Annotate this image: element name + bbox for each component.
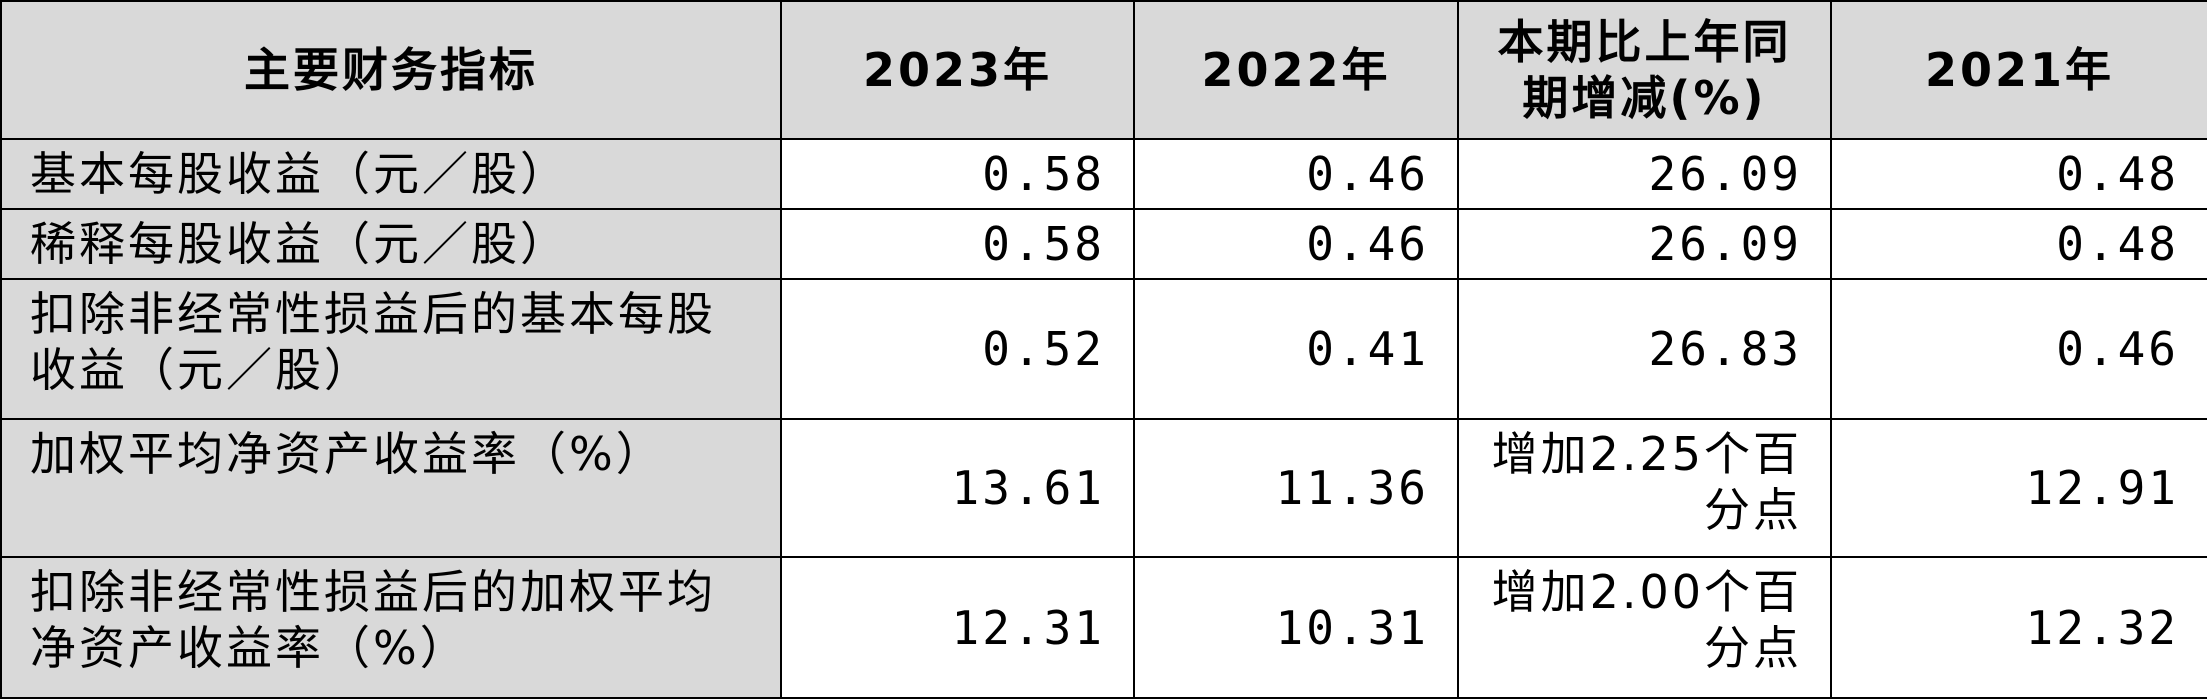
header-cell: 2023年 [780,0,1135,140]
value-cell: 12.32 [1830,556,2207,699]
row-label: 扣除非经常性损益后的加权平均净资产收益率（%） [0,556,782,699]
header-row: 主要财务指标 2023年 2022年 本期比上年同期增减(%) 2021年 [0,0,2207,140]
value-cell: 0.48 [1830,138,2207,210]
row-label: 加权平均净资产收益率（%） [0,418,782,558]
table-row: 基本每股收益（元／股） 0.58 0.46 26.09 0.48 [0,138,2207,210]
value-cell: 0.46 [1830,278,2207,420]
row-label: 稀释每股收益（元／股） [0,208,782,280]
header-cell: 2021年 [1830,0,2207,140]
value-cell: 0.48 [1830,208,2207,280]
value-cell: 12.91 [1830,418,2207,558]
header-cell: 本期比上年同期增减(%) [1457,0,1832,140]
value-cell: 0.46 [1133,208,1459,280]
table-row: 加权平均净资产收益率（%） 13.61 11.36 增加2.25个百分点 12.91 [0,418,2207,558]
table-row: 扣除非经常性损益后的基本每股收益（元／股） 0.52 0.41 26.83 0.46 [0,278,2207,420]
value-cell: 0.46 [1133,138,1459,210]
table-row: 扣除非经常性损益后的加权平均净资产收益率（%） 12.31 10.31 增加2.00个… [0,556,2207,699]
value-cell: 0.58 [780,138,1135,210]
table-body: 基本每股收益（元／股） 0.58 0.46 26.09 0.48 稀释每股收益（元／股） 0… [0,138,2207,699]
value-cell: 26.09 [1457,208,1832,280]
row-label: 扣除非经常性损益后的基本每股收益（元／股） [0,278,782,420]
value-cell: 0.58 [780,208,1135,280]
value-cell: 12.31 [780,556,1135,699]
value-cell: 0.52 [780,278,1135,420]
row-label: 基本每股收益（元／股） [0,138,782,210]
value-cell: 11.36 [1133,418,1459,558]
value-cell: 0.41 [1133,278,1459,420]
header-cell: 2022年 [1133,0,1459,140]
value-cell: 26.83 [1457,278,1832,420]
value-cell: 13.61 [780,418,1135,558]
value-cell: 26.09 [1457,138,1832,210]
header-cell: 主要财务指标 [0,0,782,140]
table-row: 稀释每股收益（元／股） 0.58 0.46 26.09 0.48 [0,208,2207,280]
value-cell: 10.31 [1133,556,1459,699]
value-cell: 增加2.00个百分点 [1457,556,1832,699]
value-cell: 增加2.25个百分点 [1457,418,1832,558]
